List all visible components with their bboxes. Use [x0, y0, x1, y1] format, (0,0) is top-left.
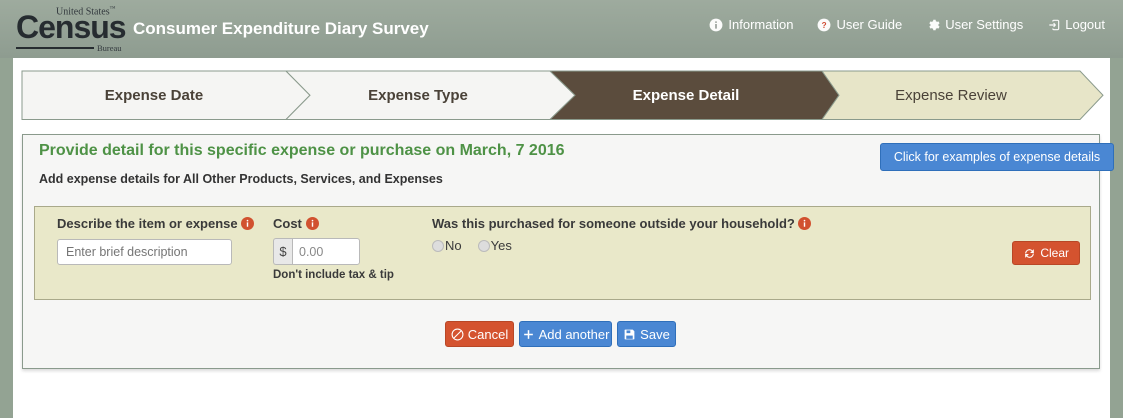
- svg-text:Expense Type: Expense Type: [368, 87, 468, 104]
- svg-text:Expense Date: Expense Date: [105, 87, 203, 104]
- svg-text:Expense Detail: Expense Detail: [633, 87, 740, 104]
- svg-text:Expense Review: Expense Review: [895, 87, 1007, 104]
